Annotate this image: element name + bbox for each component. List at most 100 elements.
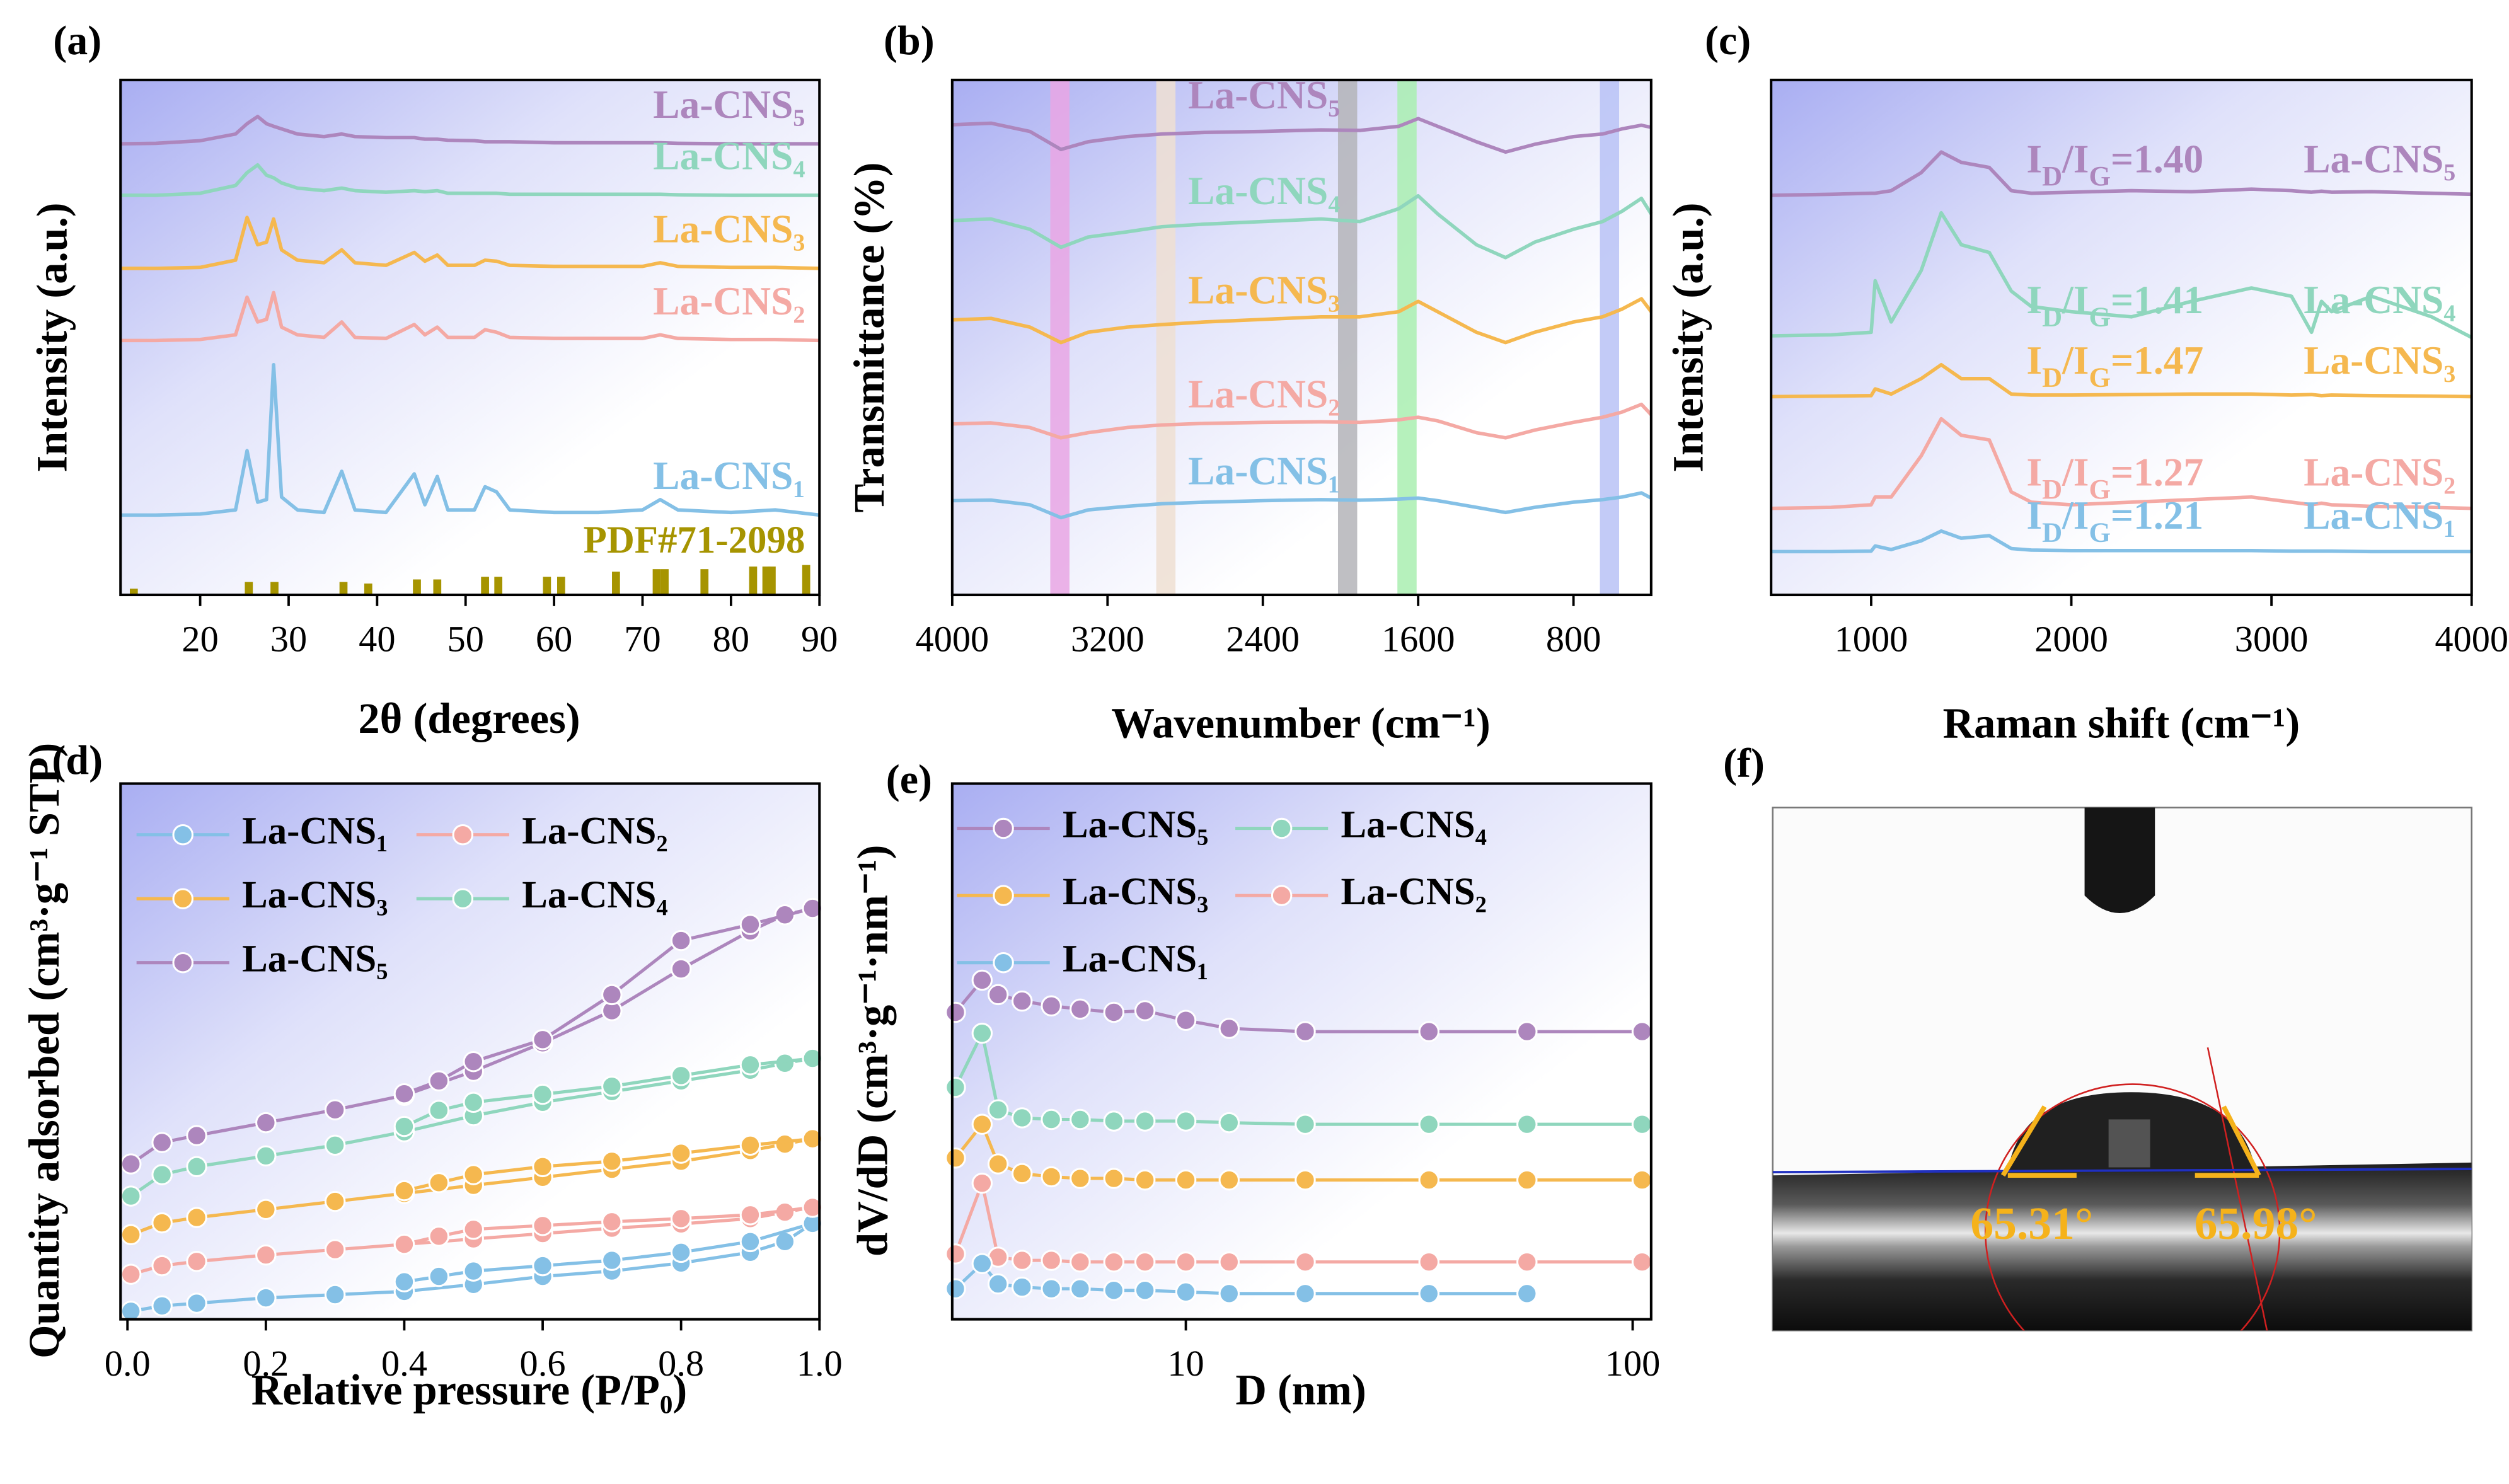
point	[428, 1172, 450, 1194]
series-line	[120, 163, 820, 197]
point	[151, 1255, 173, 1277]
point	[1516, 1169, 1538, 1191]
point	[463, 1260, 484, 1282]
point	[255, 1287, 277, 1309]
series-line	[952, 297, 1653, 345]
x-tick-label: 50	[447, 619, 484, 660]
legend-marker	[993, 885, 1014, 906]
series-label: La-CNS₄	[1188, 168, 1340, 213]
point	[670, 1142, 692, 1164]
point	[463, 1050, 484, 1073]
point	[120, 1153, 142, 1175]
series-label: La-CNS₃	[2304, 338, 2455, 383]
photo-panel: (f) 65.31° 65.98°	[1723, 740, 2472, 1332]
legend-marker	[172, 952, 193, 974]
fit-circle	[1985, 1083, 2281, 1331]
point	[393, 1083, 415, 1105]
x-tick-label: 2000	[2034, 619, 2108, 660]
plot-frame	[950, 782, 1652, 1321]
series-line	[952, 402, 1652, 440]
series-line	[1771, 150, 2472, 197]
point	[463, 1164, 484, 1185]
highlight-band	[1156, 79, 1176, 595]
point	[1134, 1110, 1156, 1132]
y-axis-label: Quantity adsorbed (cm³·g⁻¹ STP)	[20, 743, 68, 1359]
point	[670, 1065, 692, 1086]
reference-stick	[364, 584, 372, 595]
point	[971, 1113, 993, 1135]
x-tick-label: 4000	[2435, 619, 2508, 660]
point	[120, 1185, 142, 1207]
panel-label: (d)	[52, 737, 103, 783]
point	[255, 1244, 277, 1266]
plot: PDF#71-2098 La-CNS₅ La-CNS₄ La-CNS₃ La-CNS₂ L…	[28, 18, 838, 742]
point	[324, 1134, 346, 1156]
point	[120, 1301, 142, 1322]
reference-stick	[129, 589, 138, 595]
point	[1175, 1281, 1197, 1303]
legend-marker	[172, 824, 193, 846]
point	[1134, 1000, 1156, 1021]
x-tick-label: 40	[359, 619, 395, 660]
point	[1218, 1169, 1240, 1191]
point	[1295, 1113, 1316, 1135]
point	[802, 1128, 824, 1149]
x-tick-label: 4000	[916, 619, 989, 660]
point	[945, 1147, 966, 1169]
reference-stick	[494, 577, 503, 595]
legend-marker	[452, 888, 474, 909]
reference-stick	[700, 569, 709, 595]
point	[971, 969, 993, 991]
needle	[2084, 807, 2155, 914]
point	[428, 1100, 450, 1121]
plot: La-CNS₅ID/IG=1.40La-CNS₄ID/IG=1.41La-CNS…	[1664, 18, 2509, 747]
point	[324, 1099, 346, 1120]
point	[463, 1219, 484, 1240]
legend-label: La-CNS₄	[1341, 804, 1487, 846]
point	[802, 1197, 824, 1218]
point	[151, 1164, 173, 1185]
legend-label: La-CNS₂	[1341, 871, 1487, 913]
point	[1070, 998, 1091, 1020]
series-label: La-CNS₃	[653, 207, 805, 251]
point	[739, 1231, 761, 1253]
point	[945, 1243, 966, 1265]
series-line	[952, 491, 1652, 520]
point	[120, 1263, 142, 1285]
point	[393, 1115, 415, 1137]
series-line	[1771, 417, 2472, 510]
panel-label: (e)	[886, 757, 932, 803]
point	[1516, 1021, 1538, 1042]
reference-stick	[802, 565, 810, 595]
point	[428, 1265, 450, 1287]
series-label: La-CNS₂	[2304, 450, 2455, 495]
panel-label: (a)	[53, 18, 101, 64]
point	[670, 958, 692, 980]
reference-stick	[245, 582, 253, 595]
point	[945, 1001, 966, 1023]
panel-label: (c)	[1705, 18, 1751, 64]
baseline	[1772, 1168, 2472, 1174]
plot-frame	[119, 78, 821, 597]
point	[324, 1190, 346, 1212]
point	[1418, 1021, 1440, 1042]
reference-label: PDF#71-2098	[584, 519, 805, 561]
point	[532, 1215, 553, 1236]
legend-label: La-CNS₂	[522, 810, 667, 853]
point	[1041, 995, 1062, 1017]
point	[1041, 1278, 1062, 1299]
x-tick-label: 60	[536, 619, 572, 660]
series-label: La-CNS₂	[1188, 372, 1340, 417]
x-tick-label: 80	[713, 619, 749, 660]
series-label: La-CNS₄	[653, 134, 805, 178]
series-label: La-CNS₁	[1188, 448, 1340, 493]
point	[1175, 1009, 1197, 1031]
tangent-left	[2000, 1105, 2047, 1177]
x-axis-label: Wavenumber (cm⁻¹)	[1111, 699, 1490, 747]
x-tick-label: 3000	[2235, 619, 2309, 660]
point	[151, 1132, 173, 1153]
plot-frame	[1770, 78, 2473, 597]
series-line	[120, 115, 820, 146]
series-label: La-CNS₁	[2304, 493, 2455, 538]
